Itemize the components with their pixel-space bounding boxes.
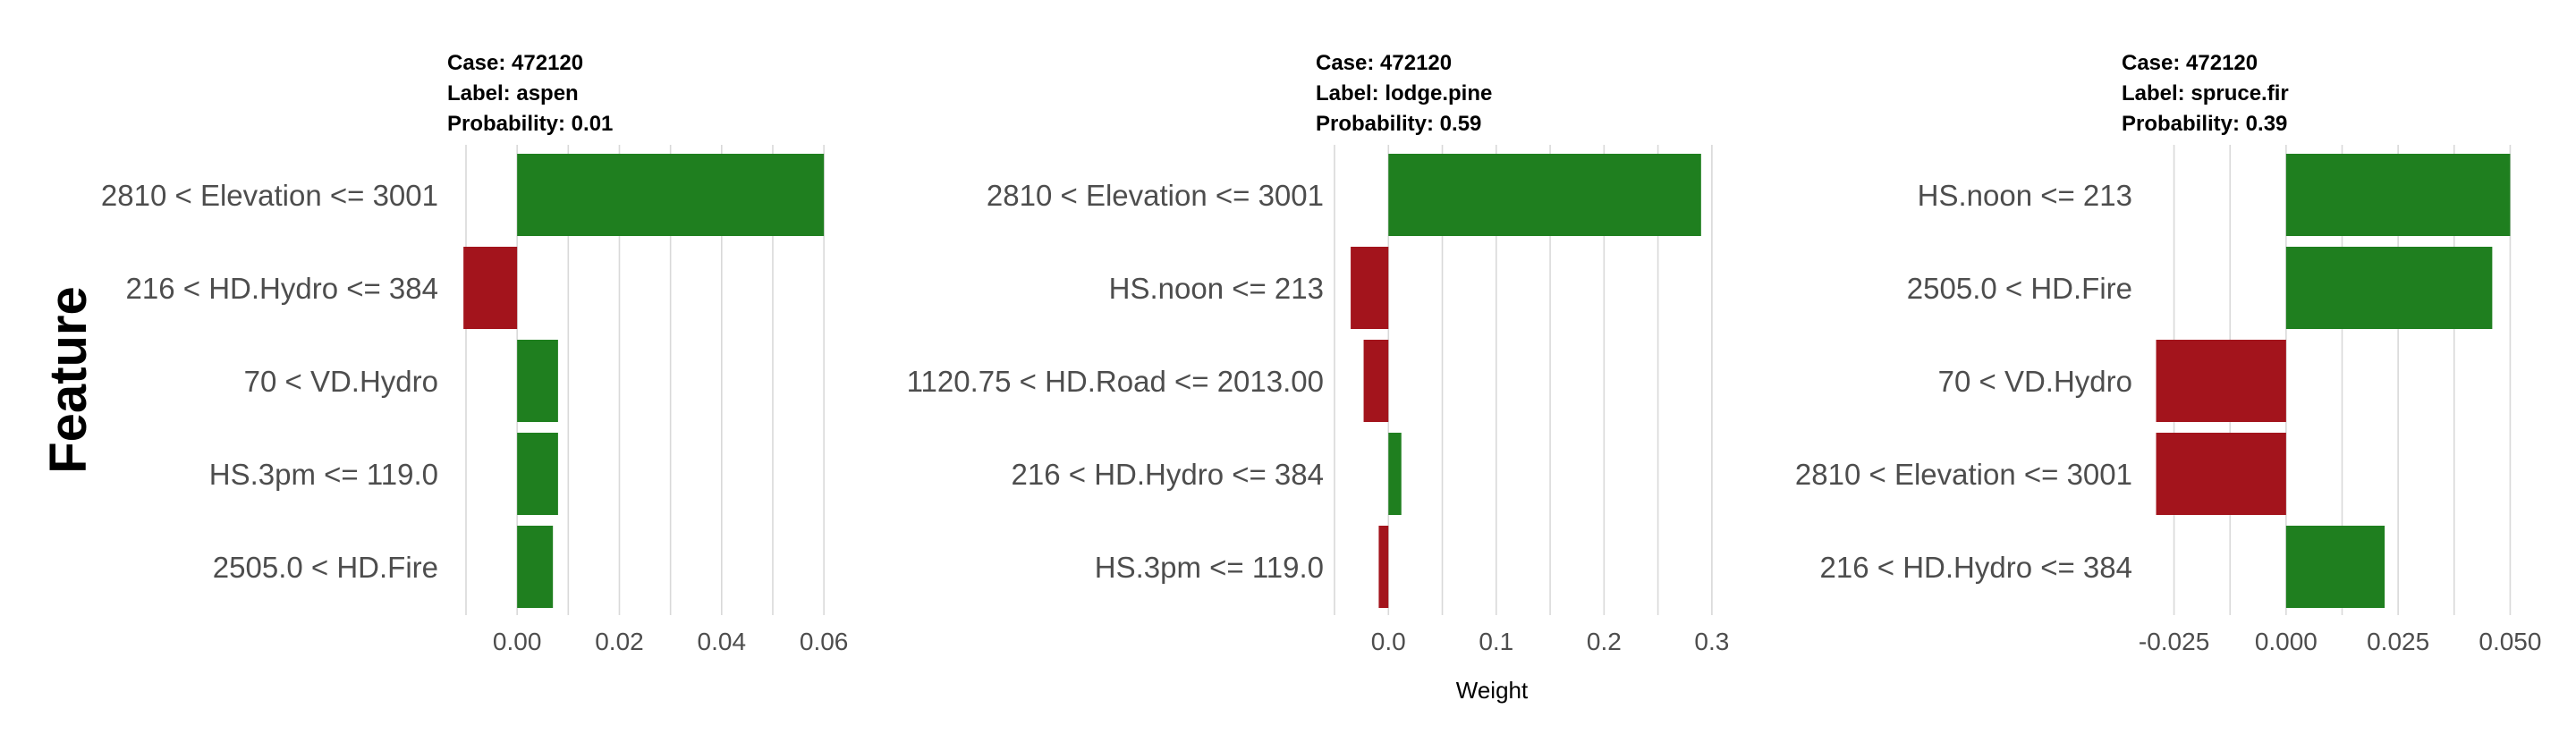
x-tick-label-p2-1: 0.0 [1371,628,1406,655]
x-axis-title: Weight [1456,677,1529,704]
bar-p2-3 [1363,340,1389,422]
feature-label-p1-2: 216 < HD.Hydro <= 384 [126,272,438,305]
bar-p3-2 [2285,247,2493,329]
bar-p1-2 [463,247,518,329]
feature-label-p2-1: 2810 < Elevation <= 3001 [987,179,1324,212]
bar-p1-3 [517,340,558,422]
bar-p3-5 [2285,526,2385,608]
panel-3-case-label: Case: 472120 [2122,51,2258,75]
feature-label-p2-5: HS.3pm <= 119.0 [1095,551,1324,584]
bar-p2-4 [1388,433,1402,515]
bar-p2-2 [1351,247,1389,329]
x-tick-label-p1-4: 0.06 [800,628,849,655]
bar-p2-1 [1388,154,1701,236]
x-tick-label-p2-4: 0.3 [1694,628,1729,655]
feature-label-p3-3: 70 < VD.Hydro [1938,365,2132,398]
feature-label-p1-1: 2810 < Elevation <= 3001 [101,179,438,212]
bar-p3-3 [2156,340,2286,422]
x-tick-label-p3-4: 0.050 [2479,628,2541,655]
panel-2-class-label: Label: lodge.pine [1316,81,1492,105]
feature-label-p2-2: HS.noon <= 213 [1109,272,1324,305]
panel-2-case-label: Case: 472120 [1316,51,1452,75]
x-tick-label-p2-3: 0.2 [1587,628,1622,655]
bar-p1-5 [517,526,554,608]
panel-3-probability-label: Probability: 0.39 [2122,112,2287,136]
feature-label-p2-3: 1120.75 < HD.Road <= 2013.00 [907,365,1324,398]
panel-1-class-label: Label: aspen [447,81,579,105]
x-tick-label-p3-3: 0.025 [2367,628,2429,655]
feature-label-p3-2: 2505.0 < HD.Fire [1907,272,2132,305]
feature-label-p3-1: HS.noon <= 213 [1918,179,2132,212]
bar-p1-4 [517,433,558,515]
panel-2-probability-label: Probability: 0.59 [1316,112,1481,136]
x-tick-label-p2-2: 0.1 [1479,628,1513,655]
x-tick-label-p1-1: 0.00 [493,628,542,655]
bar-p3-4 [2156,433,2286,515]
feature-label-p3-4: 2810 < Elevation <= 3001 [1795,458,2132,491]
feature-label-p1-5: 2505.0 < HD.Fire [213,551,438,584]
x-tick-label-p3-2: 0.000 [2255,628,2318,655]
panel-3-class-label: Label: spruce.fir [2122,81,2289,105]
panel-1-case-label: Case: 472120 [447,51,583,75]
bar-p3-1 [2285,154,2511,236]
bar-p2-5 [1378,526,1389,608]
x-tick-label-p3-1: -0.025 [2139,628,2209,655]
feature-label-p2-4: 216 < HD.Hydro <= 384 [1012,458,1324,491]
panel-1-probability-label: Probability: 0.01 [447,112,613,136]
feature-label-p1-3: 70 < VD.Hydro [244,365,438,398]
x-tick-label-p1-2: 0.02 [595,628,644,655]
x-tick-label-p1-3: 0.04 [698,628,747,655]
feature-label-p3-5: 216 < HD.Hydro <= 384 [1820,551,2132,584]
feature-label-p1-4: HS.3pm <= 119.0 [209,458,438,491]
y-axis-title: Feature [39,286,97,474]
bar-p1-1 [517,154,825,236]
